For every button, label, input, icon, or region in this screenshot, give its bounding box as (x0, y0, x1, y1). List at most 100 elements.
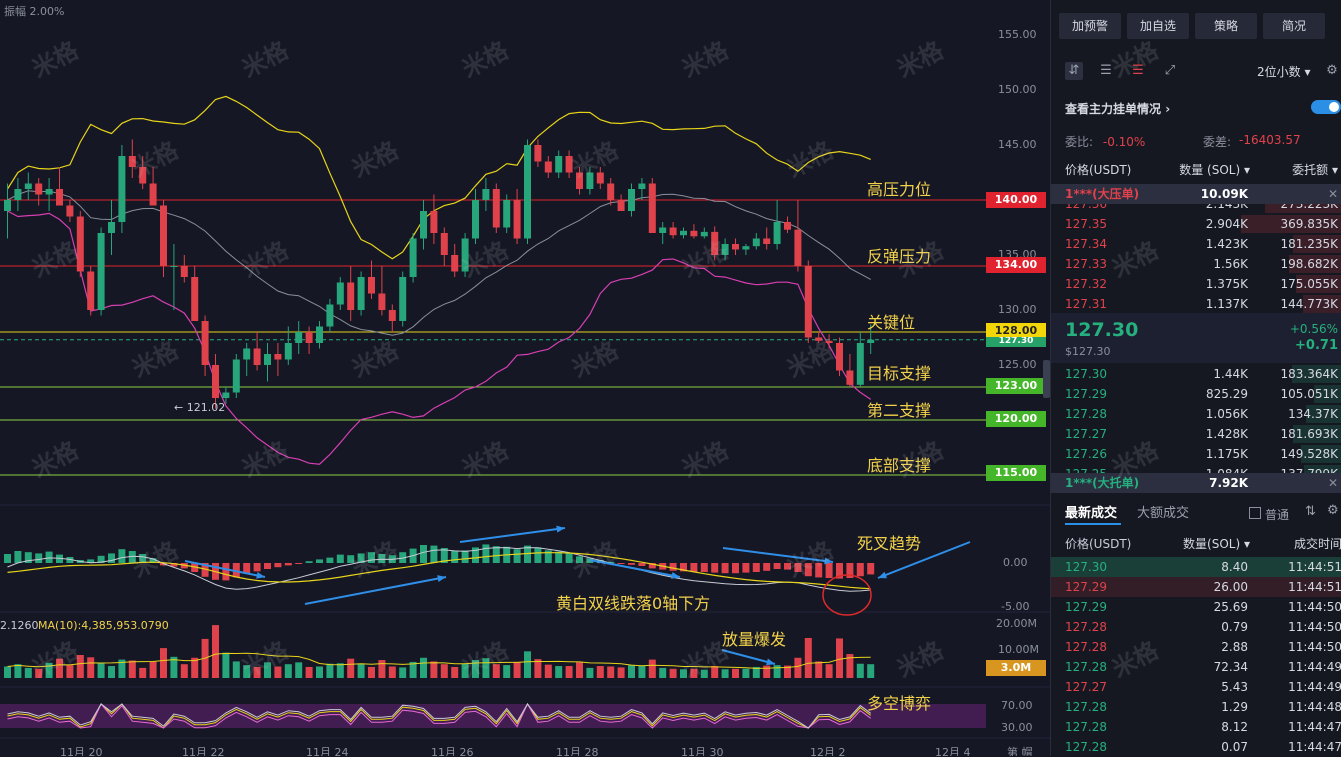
big-bid-row[interactable]: 1***(大托单) 7.92K ✕ (1051, 473, 1341, 493)
ask-row[interactable]: 127.34 1.423K 181.235K (1051, 234, 1341, 254)
ask-row[interactable]: 127.33 1.56K 198.682K (1051, 254, 1341, 274)
annotation-macd: 黄白双线跌落0轴下方 (556, 594, 711, 613)
decimals-select[interactable]: 2位小数 ▾ (1257, 65, 1311, 79)
volume-bar (836, 638, 843, 678)
amount-cell: 134.37K (1288, 407, 1338, 421)
col-amount[interactable]: 委托额 ▾ (1292, 163, 1338, 177)
trade-qty: 5.43 (1221, 680, 1248, 694)
trade-row[interactable]: 127.29 26.00 11:44:51 (1051, 577, 1341, 597)
volume-bar (742, 668, 750, 678)
macd-bar (45, 551, 53, 563)
volume-bar (617, 667, 625, 678)
expand-icon[interactable]: ⤢ (1164, 63, 1176, 78)
volume-bar (690, 668, 698, 678)
bid-row[interactable]: 127.28 1.056K 134.37K (1051, 404, 1341, 424)
volume-bar (711, 666, 719, 678)
macd-bar (264, 563, 271, 569)
candle-body (399, 277, 407, 321)
volume-bar (503, 665, 511, 678)
tab-large-trades[interactable]: 大额成交 (1137, 506, 1190, 521)
main-orders-toggle[interactable] (1311, 100, 1341, 114)
rsi-line (7, 703, 871, 729)
trade-row[interactable]: 127.28 0.79 11:44:50 (1051, 617, 1341, 637)
bid-row[interactable]: 127.29 825.29 105.051K (1051, 384, 1341, 404)
trade-time: 11:44:47 (1288, 720, 1341, 734)
rsi-line (7, 702, 871, 729)
trade-row[interactable]: 127.28 72.34 11:44:49 (1051, 657, 1341, 677)
volume-bar (607, 666, 615, 678)
price-cell: 127.32 (1065, 277, 1107, 291)
volume-bar (430, 661, 438, 678)
volume-bar (97, 663, 105, 678)
kline-chart[interactable]: 振幅 2.00% 155.00 150.00 145.00 135.00 130… (0, 0, 1050, 756)
tab-latest-trades[interactable]: 最新成交 (1065, 506, 1118, 521)
col-price: 价格(USDT) (1065, 163, 1132, 177)
ask-row[interactable]: 127.32 1.375K 175.055K (1051, 274, 1341, 294)
bid-row[interactable]: 127.26 1.175K 149.528K (1051, 444, 1341, 464)
ask-row[interactable]: 127.35 2.904K 369.835K (1051, 214, 1341, 234)
candle-body (440, 233, 448, 255)
macd-tick: -5.00 (1001, 600, 1030, 613)
settings-icon[interactable]: ⚙ (1327, 503, 1339, 518)
trade-row[interactable]: 127.28 8.12 11:44:47 (1051, 717, 1341, 737)
trade-price: 127.28 (1065, 740, 1107, 754)
qty-cell: 825.29 (1206, 387, 1248, 401)
ratio-row: 委比: -0.10% 委差: -16403.57 (1065, 133, 1335, 150)
normal-checkbox[interactable] (1249, 507, 1261, 519)
candle-body (565, 156, 573, 173)
strategy-button[interactable]: 策略 (1195, 13, 1257, 39)
big-ask-row[interactable]: 1***(大压单) 10.09K ✕ (1051, 184, 1341, 204)
volume-bar (534, 659, 542, 678)
close-icon[interactable]: ✕ (1327, 187, 1338, 201)
candle-body (409, 238, 417, 277)
add-alert-button[interactable]: 加预警 (1059, 13, 1121, 39)
volume-bar (794, 657, 802, 678)
x-axis-icons[interactable]: 第 帽 (1007, 746, 1033, 756)
price-cell: 127.27 (1065, 427, 1107, 441)
settings-icon[interactable]: ⚙ (1326, 63, 1338, 78)
macd-bar (378, 554, 386, 563)
trade-col-qty[interactable]: 数量(SOL) ▾ (1183, 537, 1250, 551)
low-price-marker: ← 121.02 (174, 401, 226, 414)
macd-bar (867, 563, 875, 575)
macd-bar (451, 551, 459, 563)
macd-bar (14, 551, 22, 563)
collapse-handle[interactable] (1043, 360, 1050, 398)
trade-row[interactable]: 127.28 2.88 11:44:50 (1051, 637, 1341, 657)
view-asks-icon[interactable]: ☰ (1132, 63, 1144, 78)
macd-bar (524, 545, 531, 563)
bid-row[interactable]: 127.27 1.428K 181.693K (1051, 424, 1341, 444)
y-tick: 150.00 (998, 83, 1037, 96)
view-both-icon[interactable]: ⇵ (1065, 62, 1083, 80)
trade-row[interactable]: 127.30 8.40 11:44:51 (1051, 557, 1341, 577)
volume-bar (305, 666, 313, 678)
ask-row[interactable]: 127.31 1.137K 144.773K (1051, 294, 1341, 314)
candle-body (638, 183, 646, 189)
col-qty[interactable]: 数量 (SOL) ▾ (1179, 163, 1250, 177)
filter-icon[interactable]: ⇅ (1305, 504, 1316, 519)
trade-col-time: 成交时间 (1293, 537, 1341, 551)
trade-row[interactable]: 127.28 1.29 11:44:48 (1051, 697, 1341, 717)
price-cell: 127.33 (1065, 257, 1107, 271)
view-bids-icon[interactable]: ☰ (1100, 63, 1112, 78)
candle-body (700, 231, 708, 237)
trade-row[interactable]: 127.27 5.43 11:44:49 (1051, 677, 1341, 697)
candle-body (524, 145, 531, 239)
add-watchlist-button[interactable]: 加自选 (1127, 13, 1189, 39)
macd-bar (170, 563, 178, 567)
bid-row[interactable]: 127.30 1.44K 183.364K (1051, 364, 1341, 384)
overview-button[interactable]: 简况 (1263, 13, 1325, 39)
main-orders-link[interactable]: 查看主力挂单情况 › (1065, 102, 1171, 116)
volume-bar (56, 658, 63, 678)
trade-row[interactable]: 127.29 25.69 11:44:50 (1051, 597, 1341, 617)
level-label-bottom-support: 底部支撑 (867, 456, 932, 475)
death-cross-circle (822, 574, 872, 616)
volume-bar (316, 666, 323, 678)
trade-row[interactable]: 127.28 0.07 11:44:47 (1051, 737, 1341, 757)
volume-bar (648, 659, 656, 678)
close-icon[interactable]: ✕ (1327, 476, 1338, 490)
candle-body (794, 229, 802, 266)
volume-bar (326, 663, 334, 678)
arrow-macd-top-head (556, 525, 565, 533)
bollinger-lower (7, 210, 872, 465)
